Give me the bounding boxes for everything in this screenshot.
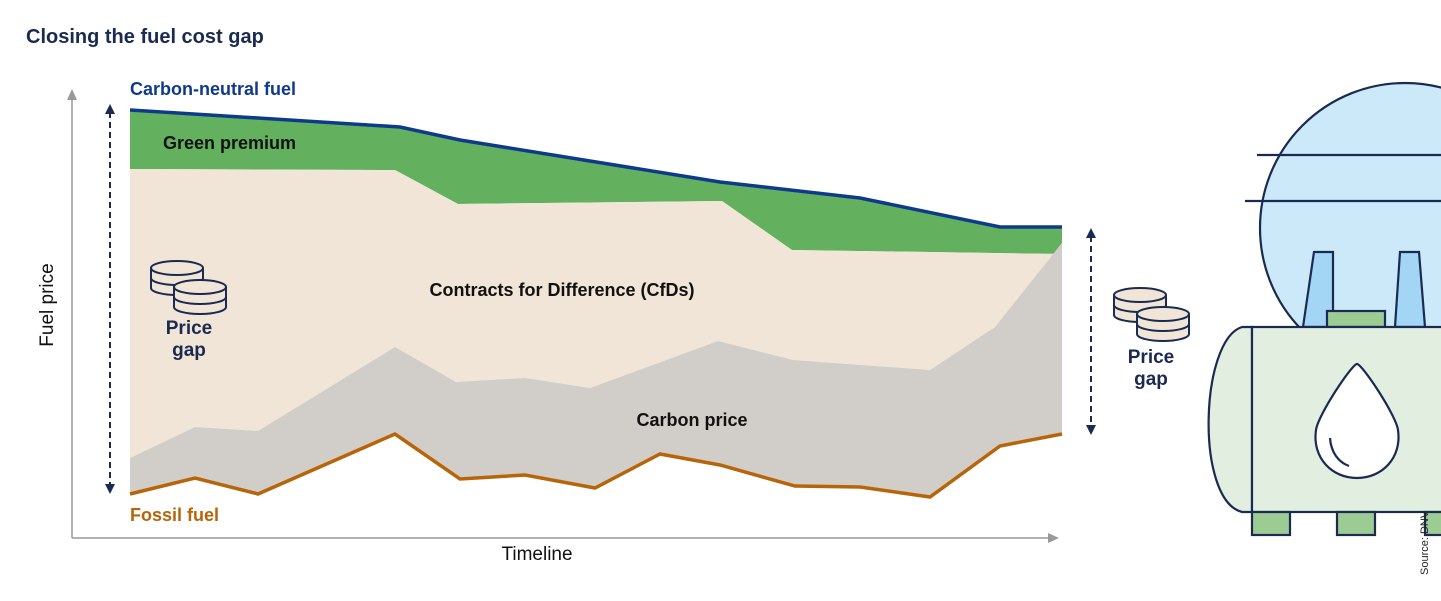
- x-axis-label: Timeline: [501, 544, 572, 565]
- cfd-area: [130, 169, 1062, 458]
- y-axis-label: Fuel price: [37, 263, 58, 346]
- diagram-title: Closing the fuel cost gap: [26, 26, 264, 48]
- drop-icon: [1314, 362, 1400, 480]
- carbon-price-area: [130, 243, 1062, 497]
- price-gap-left-label-1: Price: [166, 318, 212, 339]
- cfd-label: Contracts for Difference (CfDs): [429, 280, 694, 300]
- left-price-gap-arrow: [105, 104, 115, 494]
- green-premium-area: [130, 110, 1062, 254]
- carbon-neutral-fuel-line: [129, 108, 1062, 229]
- x-axis-arrow-icon: [1048, 533, 1059, 543]
- price-gap-right-label-1: Price: [1128, 347, 1174, 368]
- fossil-fuel-line: [129, 432, 1063, 499]
- fossil-fuel-label: Fossil fuel: [130, 505, 219, 525]
- coins-icon: [150, 260, 227, 315]
- source-label: Source: DNV: [1419, 510, 1431, 575]
- price-gap-right-label-2: gap: [1134, 369, 1168, 390]
- right-price-gap-arrow: [1086, 228, 1096, 435]
- price-gap-left-label-2: gap: [172, 340, 206, 361]
- green-premium-label: Green premium: [163, 133, 296, 153]
- y-axis-arrow-icon: [67, 89, 77, 100]
- carbon-price-label: Carbon price: [636, 410, 747, 430]
- coins-icon: [1113, 287, 1190, 342]
- carbon-neutral-fuel-label: Carbon-neutral fuel: [130, 79, 296, 99]
- fuel-tank-illustration: [1207, 81, 1441, 537]
